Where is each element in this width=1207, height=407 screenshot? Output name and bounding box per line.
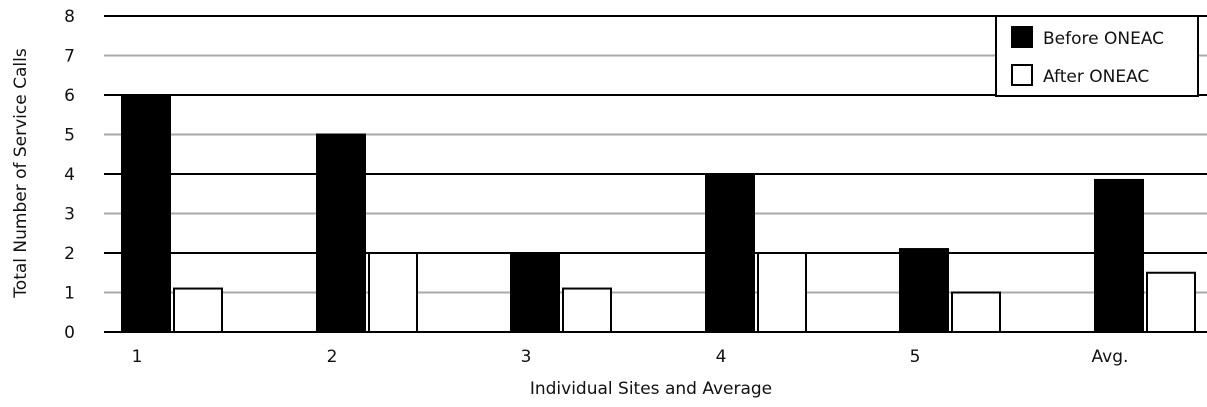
y-tick-label: 4 <box>64 165 75 185</box>
y-tick-label: 0 <box>64 323 75 343</box>
bar-before-1 <box>122 95 170 332</box>
x-tick-label: 3 <box>521 347 532 367</box>
y-axis-ticks: 0 1 2 3 4 5 6 7 8 <box>64 7 75 343</box>
x-tick-label: Avg. <box>1092 347 1129 367</box>
legend-label-after: After ONEAC <box>1043 67 1149 87</box>
bar-after-4 <box>758 253 806 332</box>
bar-after-5 <box>952 293 1000 333</box>
bar-before-2 <box>317 135 365 333</box>
bar-after-2 <box>369 253 417 332</box>
bar-before-4 <box>706 174 754 332</box>
x-tick-label: 4 <box>716 347 727 367</box>
y-tick-label: 1 <box>64 284 75 304</box>
y-tick-label: 6 <box>64 86 75 106</box>
bar-after-1 <box>174 289 222 332</box>
legend-swatch-after <box>1012 65 1032 85</box>
bar-before-6 <box>1095 180 1143 332</box>
legend-label-before: Before ONEAC <box>1043 29 1164 49</box>
y-tick-label: 2 <box>64 244 75 264</box>
x-tick-label: 5 <box>910 347 921 367</box>
bar-before-3 <box>511 253 559 332</box>
y-tick-label: 3 <box>64 205 75 225</box>
x-axis-title: Individual Sites and Average <box>530 379 772 399</box>
x-axis-ticks: 1 2 3 4 5 Avg. <box>132 347 1129 367</box>
x-tick-label: 1 <box>132 347 143 367</box>
y-axis-title: Total Number of Service Calls <box>11 48 31 299</box>
bar-before-5 <box>900 249 948 332</box>
x-tick-label: 2 <box>327 347 338 367</box>
y-tick-label: 7 <box>64 47 75 67</box>
y-tick-label: 5 <box>64 126 75 146</box>
legend: Before ONEAC After ONEAC <box>996 16 1198 96</box>
y-tick-label: 8 <box>64 7 75 27</box>
bar-after-6 <box>1147 273 1195 332</box>
bar-after-3 <box>563 289 611 332</box>
legend-swatch-before <box>1012 27 1032 47</box>
